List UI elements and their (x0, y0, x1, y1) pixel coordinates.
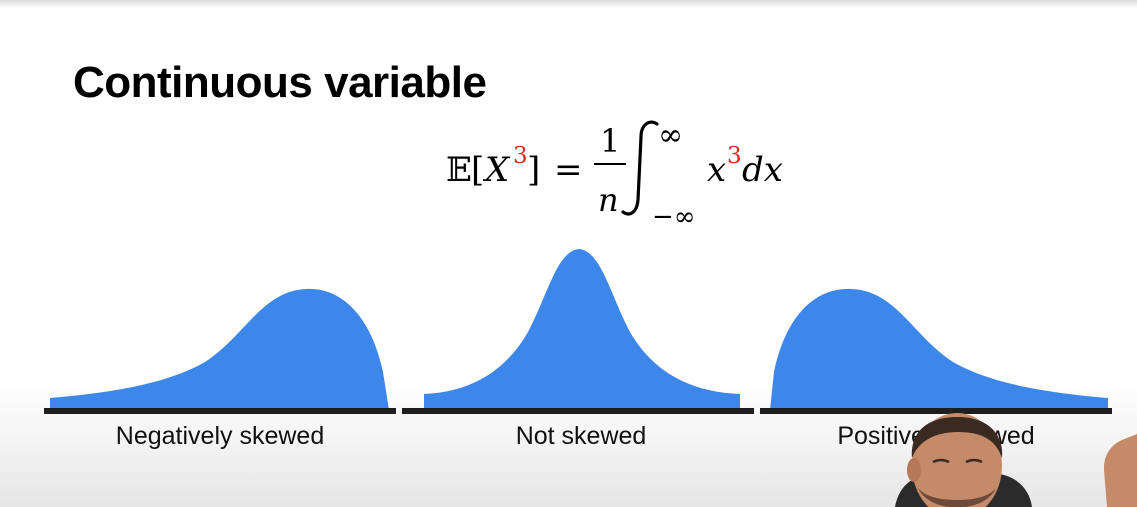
top-edge-shade (0, 0, 1137, 8)
formula-expectation-symbol: 𝔼 (446, 150, 472, 190)
formula-lower-limit: −∞ (652, 202, 695, 232)
formula-equals: = (554, 150, 583, 190)
positively-skewed-curve (770, 288, 1108, 410)
presenter-face (912, 413, 1002, 507)
formula-open-bracket: [ (471, 150, 484, 190)
presenter-ear (907, 458, 921, 482)
not-skewed-baseline (402, 408, 754, 414)
formula-close-bracket: ] (527, 150, 540, 190)
negatively-skewed-curve (50, 288, 389, 410)
symmetric-curve (424, 249, 740, 410)
formula-upper-limit: ∞ (658, 118, 683, 153)
formula-power: 3 (513, 143, 528, 169)
formula-numerator: 1 (600, 122, 620, 160)
formula-integrand-power: 3 (727, 143, 742, 169)
formula-integrand-x: x (707, 150, 726, 190)
slide-title: Continuous variable (73, 58, 487, 107)
presenter-right-eye (965, 458, 983, 464)
integral-sign (621, 120, 659, 216)
presenter-left-eye (932, 458, 950, 464)
formula-denominator: n (598, 181, 619, 219)
negatively-skewed-baseline (44, 408, 396, 414)
presenter-hair (911, 416, 1003, 458)
formula-variable-x: X (482, 150, 511, 190)
caption-not-skewed: Not skewed (515, 422, 647, 450)
formula-differential: dx (742, 150, 783, 190)
positively-skewed-baseline (760, 408, 1112, 414)
caption-negatively-skewed: Negatively skewed (115, 422, 325, 450)
presenter-beard (918, 488, 996, 507)
presenter-hand (1103, 434, 1137, 507)
